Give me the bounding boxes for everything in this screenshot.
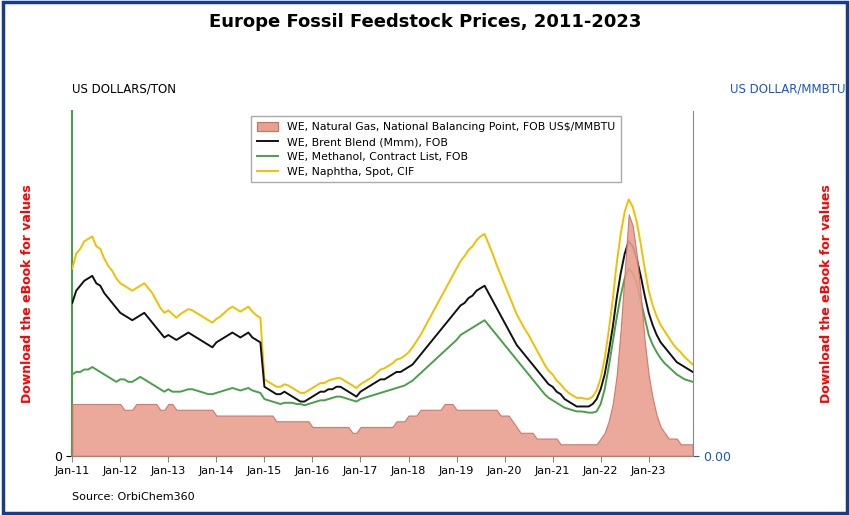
Text: Europe Fossil Feedstock Prices, 2011-2023: Europe Fossil Feedstock Prices, 2011-202… xyxy=(209,13,641,31)
Text: Source: OrbiChem360: Source: OrbiChem360 xyxy=(72,492,195,502)
Text: US DOLLARS/TON: US DOLLARS/TON xyxy=(72,82,176,95)
Text: Download the eBook for values: Download the eBook for values xyxy=(819,184,833,403)
Text: US DOLLAR/MMBTU: US DOLLAR/MMBTU xyxy=(730,82,846,95)
Text: Download the eBook for values: Download the eBook for values xyxy=(20,184,34,403)
Legend: WE, Natural Gas, National Balancing Point, FOB US$/MMBTU, WE, Brent Blend (Mmm),: WE, Natural Gas, National Balancing Poin… xyxy=(252,116,620,182)
